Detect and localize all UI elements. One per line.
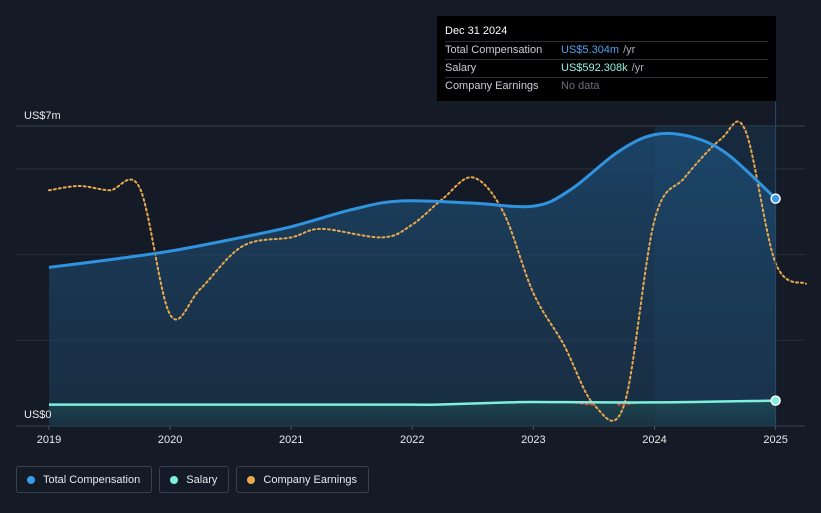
x-tick-label-2020: 2020 [158, 434, 182, 446]
legend-label-earnings: Company Earnings [263, 473, 357, 486]
tooltip-value-earnings: No data [561, 80, 600, 92]
tooltip-row-earnings: Company Earnings No data [445, 78, 768, 95]
total-compensation-line [48, 131, 777, 269]
x-tick-label-2023: 2023 [521, 434, 545, 446]
legend-dot-total-icon [27, 475, 35, 484]
tooltip-unit-total: /yr [623, 44, 636, 56]
company-earnings-line [48, 120, 807, 422]
tooltip-label-earnings: Company Earnings [445, 80, 539, 92]
legend-label-total: Total Compensation [43, 473, 141, 486]
x-tick-label-2024: 2024 [642, 434, 666, 446]
tooltip-date: Dec 31 2024 [445, 23, 768, 42]
legend-label-salary: Salary [186, 473, 218, 486]
x-tick-label-2022: 2022 [400, 434, 424, 446]
tooltip-value-total: US$5.304m [561, 44, 620, 56]
legend-item-total-compensation[interactable]: Total Compensation [16, 466, 153, 493]
x-tick-label-2019: 2019 [37, 434, 61, 446]
salary-area [49, 400, 776, 426]
legend-item-company-earnings[interactable]: Company Earnings [236, 466, 369, 493]
total-compensation-point [770, 193, 781, 204]
tooltip-row-salary: Salary US$592.308k /yr [445, 60, 768, 78]
x-tick-label-2025: 2025 [763, 434, 787, 446]
chart-tooltip: Dec 31 2024 Total Compensation US$5.304m… [437, 16, 776, 101]
tooltip-label-total: Total Compensation [445, 44, 543, 56]
y-axis-label-bottom: US$0 [24, 409, 52, 421]
legend-dot-salary-icon [170, 475, 179, 484]
x-tick-label-2021: 2021 [279, 434, 303, 446]
chart-legend: Total Compensation Salary Company Earnin… [16, 466, 369, 493]
tooltip-row-total: Total Compensation US$5.304m /yr [445, 42, 768, 60]
legend-dot-earnings-icon [247, 475, 256, 484]
total-compensation-area [49, 133, 776, 426]
tooltip-value-salary: US$592.308k [561, 62, 628, 74]
tooltip-label-salary: Salary [445, 62, 477, 74]
legend-item-salary[interactable]: Salary [159, 466, 230, 493]
salary-line [48, 399, 776, 406]
salary-point [770, 395, 781, 406]
tooltip-unit-salary: /yr [631, 62, 644, 74]
y-axis-label-top: US$7m [24, 110, 61, 122]
